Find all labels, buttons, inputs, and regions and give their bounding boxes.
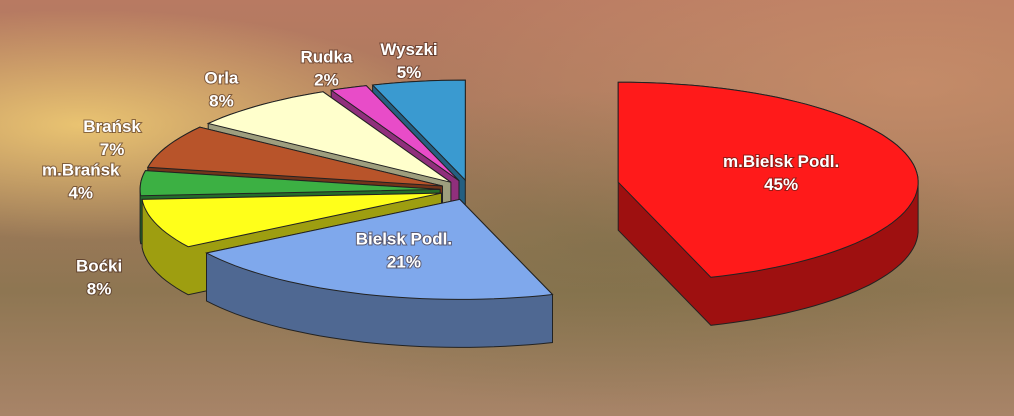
chart: m.Bielsk Podl. 45% Bielsk Podl. 21% Boćki 8% m… (0, 0, 1014, 416)
slice-value-label: 4% (68, 183, 93, 202)
slice-label: Brańsk (83, 117, 141, 136)
slice-value-label: 2% (314, 71, 339, 90)
slice-label: Bielsk Podl. (356, 230, 452, 249)
slice-value-label: 5% (397, 63, 422, 82)
slice-value-label: 7% (100, 140, 125, 159)
slice (618, 82, 918, 325)
slice-label: Orla (204, 68, 239, 87)
slice-label: Wyszki (380, 40, 437, 59)
slice-label: Rudka (300, 48, 353, 67)
slice-label: m.Bielsk Podl. (723, 152, 839, 171)
slice-value-label: 8% (209, 91, 234, 110)
slice-value-label: 45% (764, 175, 798, 194)
slice-value-label: 8% (87, 280, 112, 299)
slice-label: Boćki (76, 257, 122, 276)
slice-label: m.Brańsk (42, 160, 120, 179)
chart-area: m.Bielsk Podl. 45% Bielsk Podl. 21% Boćki 8% m… (0, 0, 1014, 416)
slice-value-label: 21% (387, 253, 421, 272)
